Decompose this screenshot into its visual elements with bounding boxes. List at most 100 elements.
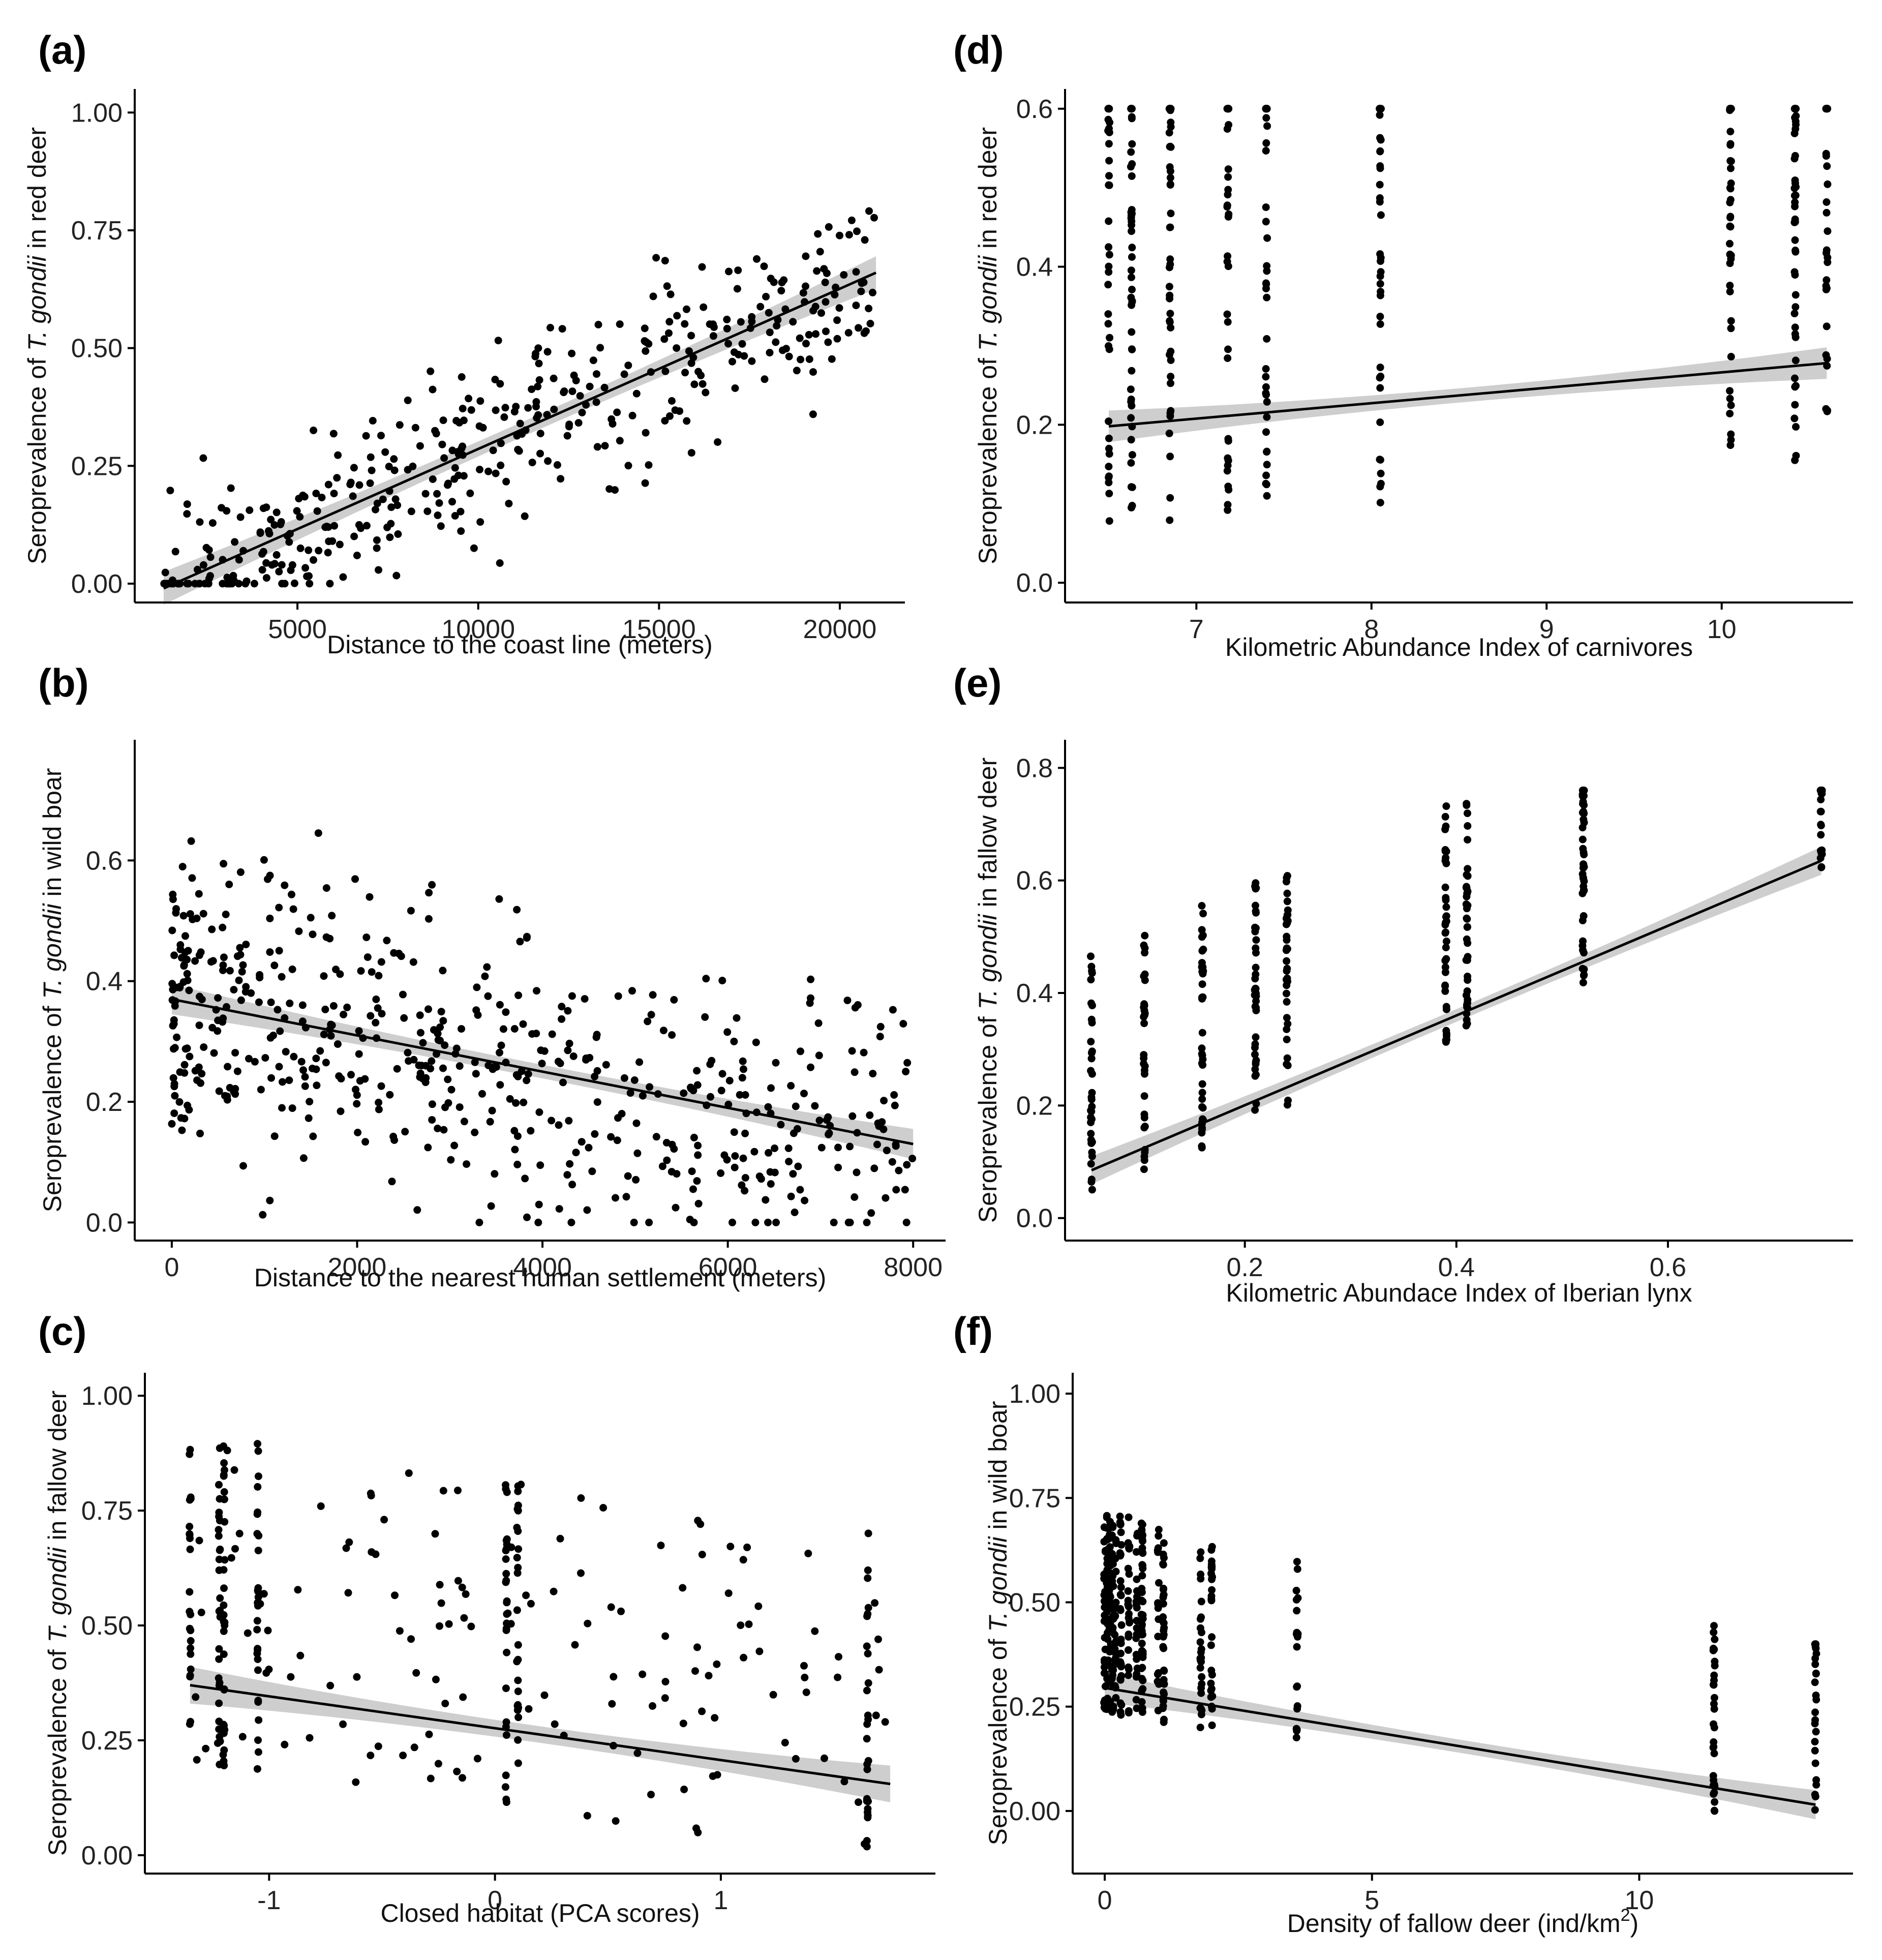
data-point [824, 338, 832, 346]
data-point [254, 1483, 262, 1491]
data-point [503, 1488, 511, 1496]
data-point [902, 1218, 910, 1226]
data-point [863, 1795, 871, 1803]
data-point [187, 1493, 195, 1501]
data-point [1262, 114, 1270, 122]
data-point [1376, 134, 1384, 142]
data-point [1817, 831, 1825, 839]
data-point [661, 257, 669, 265]
data-point [215, 1717, 223, 1726]
data-point [805, 355, 813, 363]
data-point [381, 448, 389, 456]
data-point [502, 1578, 510, 1586]
data-point [1140, 1113, 1148, 1122]
data-point [1106, 1553, 1114, 1561]
data-point [180, 1061, 189, 1069]
data-point [1823, 162, 1831, 170]
data-point [1087, 1130, 1095, 1138]
data-point [488, 1106, 496, 1114]
data-point [413, 1206, 421, 1214]
data-point [419, 1039, 427, 1047]
data-point [1464, 865, 1472, 873]
data-point [519, 1020, 527, 1028]
x-tick-label: 15000 [622, 615, 696, 644]
data-point [1377, 257, 1384, 265]
data-point [434, 1760, 442, 1768]
data-point [1087, 952, 1095, 960]
data-point [860, 1048, 868, 1057]
data-point [1463, 923, 1471, 931]
data-point [216, 1733, 224, 1741]
data-point [863, 1843, 871, 1851]
data-point [1263, 105, 1271, 113]
y-tick-label: 0.00 [71, 569, 123, 599]
data-point [811, 1102, 819, 1110]
x-tick-label: 0 [164, 1253, 179, 1282]
data-point [1132, 1597, 1140, 1606]
y-tick-label: 0.2 [1016, 1091, 1053, 1121]
y-tick-label: 0.25 [81, 1726, 133, 1756]
y-axis-title: Seroprevalence of T. gondii in fallow de… [974, 758, 1002, 1223]
data-point [574, 419, 583, 427]
regression-line [1091, 859, 1822, 1171]
data-point [1140, 1060, 1148, 1068]
data-point [1710, 1724, 1718, 1732]
y-tick-label: 1.00 [71, 98, 123, 128]
data-point [551, 1720, 559, 1728]
data-point [1105, 157, 1113, 165]
data-point [214, 1027, 222, 1035]
data-point [777, 287, 785, 295]
data-point [309, 1132, 317, 1140]
data-point [792, 1102, 800, 1110]
data-point [750, 1148, 758, 1156]
data-point [864, 1574, 872, 1582]
data-point [496, 1048, 503, 1057]
data-point [1262, 279, 1270, 287]
data-point [1196, 1554, 1204, 1562]
data-point [235, 580, 243, 588]
data-point [486, 1118, 494, 1126]
data-point [569, 1052, 578, 1060]
data-point [624, 1172, 632, 1180]
data-point [327, 1032, 335, 1040]
data-point [407, 1635, 415, 1643]
data-point [355, 1050, 363, 1058]
data-point [500, 413, 508, 421]
data-point [1252, 1033, 1260, 1041]
data-point [1198, 980, 1206, 988]
data-point [222, 911, 230, 918]
data-point [1817, 807, 1825, 816]
data-point [739, 1154, 747, 1162]
data-point [1223, 310, 1231, 318]
data-point [437, 1008, 445, 1016]
data-point [168, 1120, 176, 1128]
data-point [312, 490, 320, 497]
data-point [814, 230, 822, 238]
data-point [261, 1054, 269, 1062]
data-point [639, 1092, 647, 1100]
data-point [288, 561, 296, 569]
data-point [390, 466, 399, 474]
data-point [362, 933, 371, 942]
data-point [1207, 1560, 1216, 1569]
data-point [514, 1501, 522, 1510]
data-point [730, 1128, 738, 1136]
data-point [1208, 1586, 1216, 1594]
y-tick-label: 0.6 [1016, 866, 1053, 896]
data-point [1224, 457, 1232, 465]
data-point [1442, 896, 1450, 904]
data-point [1140, 972, 1148, 980]
data-point [624, 462, 632, 470]
data-point [1580, 787, 1588, 795]
data-point [278, 561, 286, 569]
data-point [540, 1047, 549, 1055]
data-point [1441, 981, 1449, 989]
data-point [1198, 1125, 1206, 1133]
data-point [863, 1218, 871, 1226]
data-point [1711, 1798, 1719, 1806]
data-point [1709, 1644, 1717, 1652]
data-point [745, 1620, 753, 1629]
data-point [1811, 1791, 1819, 1799]
data-point [1262, 471, 1270, 479]
